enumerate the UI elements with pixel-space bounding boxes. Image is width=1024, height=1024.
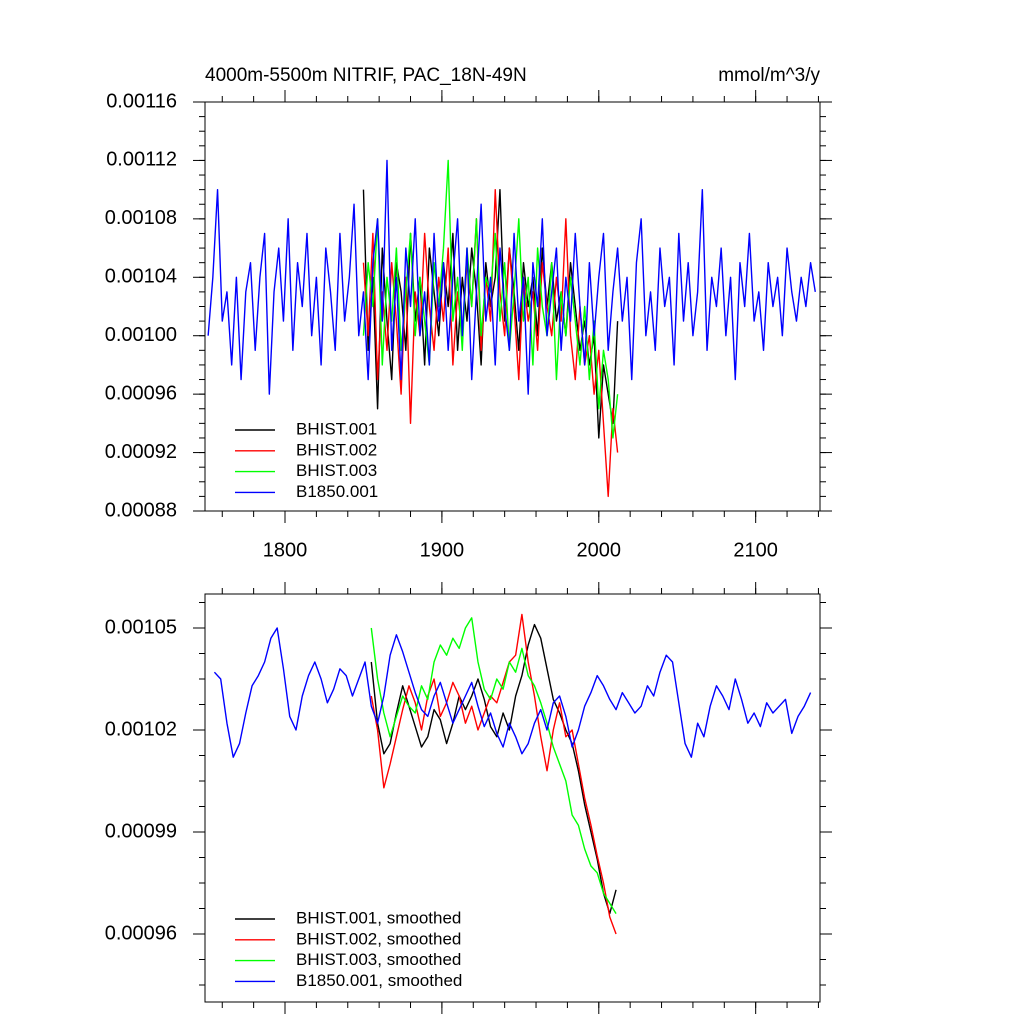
- data-line: [362, 188, 619, 498]
- data-line: [370, 617, 617, 914]
- x-tick-label: 2000: [577, 539, 622, 561]
- legend-label: B1850.001, smoothed: [296, 971, 462, 990]
- units-label: mmol/m^3/y: [718, 65, 820, 86]
- y-tick-label: 0.00105: [105, 616, 177, 638]
- legend-label: BHIST.002: [296, 440, 377, 459]
- legend-label: BHIST.002, smoothed: [296, 929, 461, 948]
- y-tick-label: 0.00112: [106, 149, 177, 171]
- legend-label: BHIST.003, smoothed: [296, 950, 461, 969]
- y-tick-label: 0.00096: [105, 382, 177, 404]
- legend-label: BHIST.001: [296, 419, 377, 438]
- data-line: [362, 159, 619, 439]
- x-tick-label: 1900: [420, 539, 465, 561]
- data-line: [213, 627, 812, 758]
- x-tick-label: 2100: [733, 539, 778, 561]
- y-tick-label: 0.00099: [105, 820, 177, 842]
- y-tick-label: 0.00104: [105, 266, 177, 288]
- data-line: [370, 623, 617, 915]
- y-tick-label: 0.00102: [105, 718, 177, 740]
- panel: 0.00096 0.00099 0.00102 0.00105 BHIST.001, s…: [105, 582, 832, 1014]
- plot-frame: [204, 593, 821, 1003]
- chart-title: 4000m-5500m NITRIF, PAC_18N-49N: [205, 65, 527, 86]
- x-tick-label: 1800: [263, 539, 308, 561]
- y-tick-label: 0.00116: [106, 90, 177, 112]
- legend-label: BHIST.003: [296, 461, 377, 480]
- legend-label: BHIST.001, smoothed: [296, 908, 461, 927]
- data-line: [207, 159, 816, 395]
- y-tick-label: 0.00096: [105, 922, 177, 944]
- y-tick-label: 0.00108: [105, 207, 177, 229]
- y-tick-label: 0.00088: [105, 499, 177, 521]
- panel: 1800 1900 2000 2100 0.00088 0.00092 0.00096 0.0…: [105, 65, 832, 561]
- legend-label: B1850.001: [296, 482, 378, 501]
- data-line: [370, 613, 617, 935]
- y-tick-label: 0.00100: [105, 324, 177, 346]
- y-tick-label: 0.00092: [105, 441, 177, 463]
